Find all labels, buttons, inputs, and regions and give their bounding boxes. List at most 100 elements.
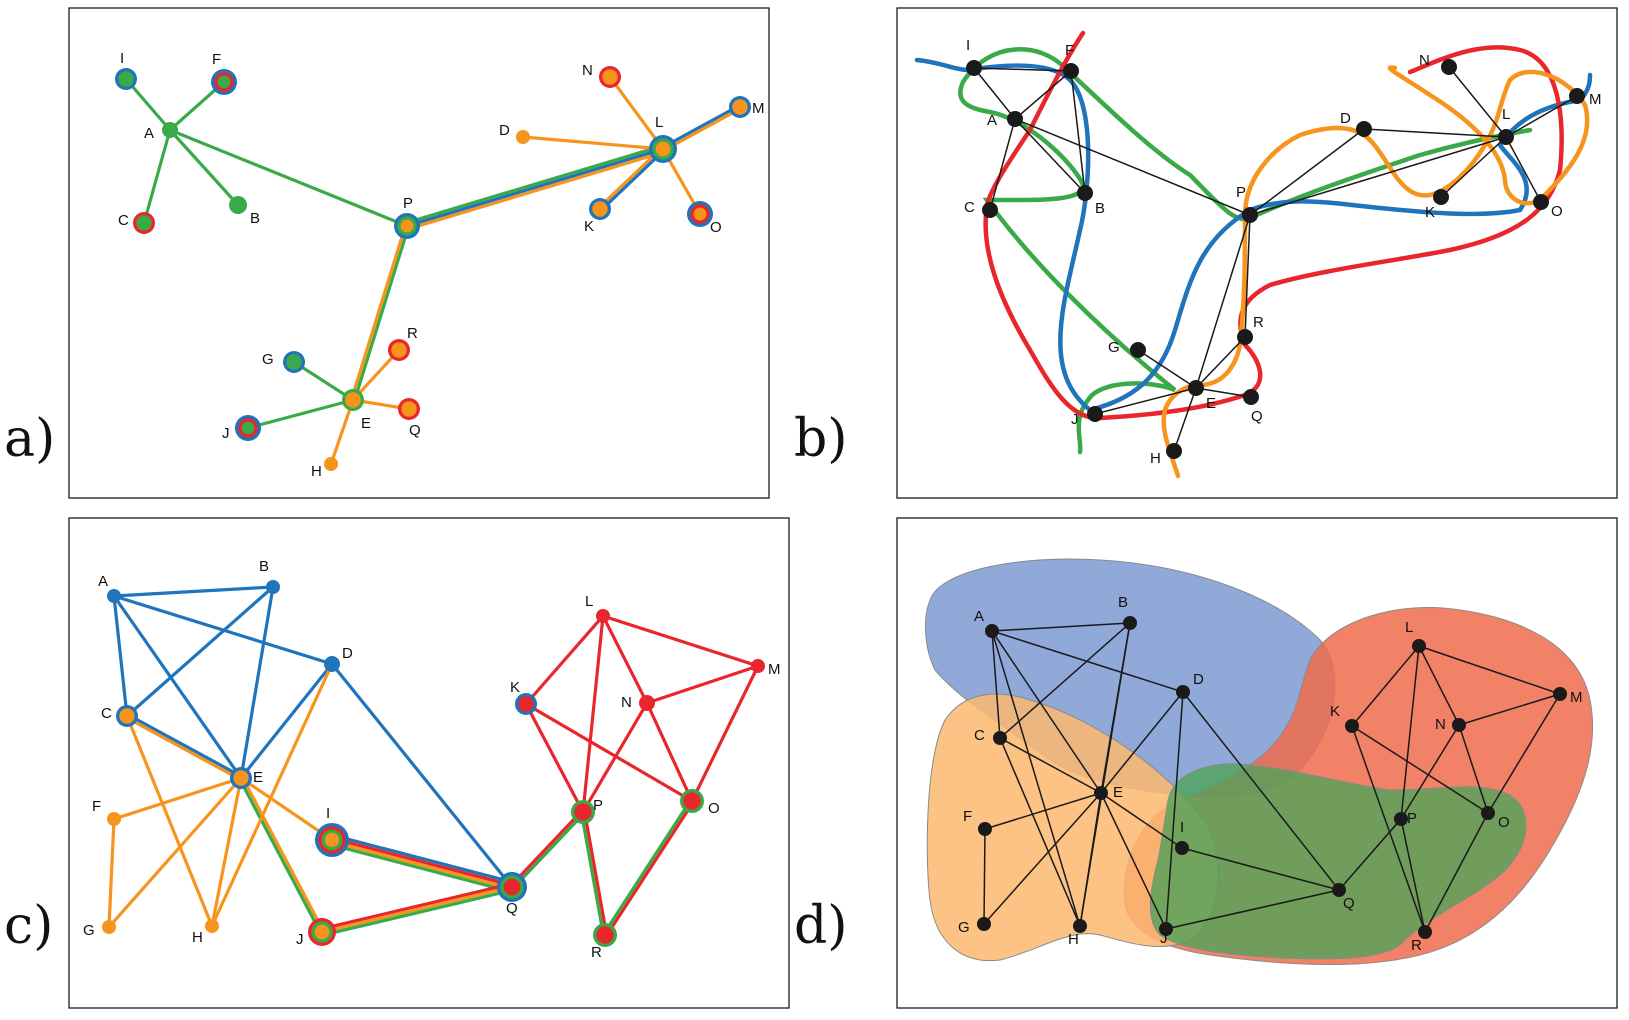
node-N: N [1419, 52, 1457, 75]
node-core [574, 803, 592, 821]
node-P: P [1394, 810, 1417, 827]
node-G: G [958, 917, 991, 936]
edge-L-K [1440, 136, 1507, 198]
node-dot [1553, 687, 1567, 701]
panel-c-nodes: A B D C E F G H I J Q L M K N P O R [83, 558, 781, 961]
region-orange [926, 693, 1219, 962]
node-label: M [752, 100, 765, 117]
node-core [345, 392, 361, 408]
panel-b-edges [973, 66, 1578, 452]
edge-P-N [1400, 724, 1460, 820]
node-E: E [342, 389, 371, 432]
node-label: J [1071, 411, 1079, 428]
node-core [162, 122, 178, 138]
node-dot [1394, 812, 1408, 826]
panel-c-edges [107, 585, 760, 938]
node-M: M [1569, 88, 1602, 108]
node-label: A [987, 112, 997, 129]
node-label: B [259, 558, 269, 575]
node-label: O [710, 219, 722, 236]
edge-M-O [690, 664, 760, 803]
node-O: O [680, 789, 720, 817]
edge-B-E [239, 585, 275, 780]
edge-F-B [1070, 70, 1086, 194]
node-R: R [591, 923, 617, 961]
node-dot [1243, 389, 1259, 405]
node-label: N [621, 694, 632, 711]
node-dot [982, 202, 998, 218]
edge-E-R [351, 348, 401, 402]
node-dot [1130, 342, 1146, 358]
node-L: L [649, 114, 677, 163]
edge-Q-P [509, 809, 584, 888]
node-dot [977, 917, 991, 931]
node-B: B [1077, 185, 1105, 217]
edge-A-E [112, 594, 243, 780]
edge-D-J [1165, 691, 1184, 930]
edge-P-E [352, 224, 411, 403]
edge-J-Q [1165, 889, 1340, 930]
edge-I-F [973, 67, 1072, 72]
edge-P-E [1195, 214, 1251, 389]
panel-a-edges [124, 75, 743, 466]
node-K: K [510, 679, 537, 715]
edge-E-H [1079, 792, 1102, 927]
node-J: J [222, 415, 261, 442]
node-dot [1166, 443, 1182, 459]
node-label: M [1570, 689, 1583, 706]
node-label: H [1068, 931, 1079, 948]
edge-P-L [406, 150, 666, 231]
edge-J-Q [321, 888, 515, 937]
node-core [751, 659, 765, 673]
node-label: G [262, 351, 274, 368]
edge-A-C [112, 594, 129, 718]
node-F: F [963, 808, 992, 836]
panel-a-frame [68, 7, 770, 499]
node-core [732, 99, 748, 115]
orange-curve [1161, 65, 1590, 479]
node-dot [993, 731, 1007, 745]
node-label: K [584, 218, 594, 235]
edge-L-N [601, 614, 649, 705]
node-H: H [192, 919, 219, 946]
edge-L-N [1418, 645, 1460, 726]
node-J: J [1159, 922, 1173, 947]
edge-N-O [1458, 724, 1489, 814]
node-dot [1176, 685, 1190, 699]
node-dot [1441, 59, 1457, 75]
node-core [233, 770, 249, 786]
edge-E-I [1100, 792, 1183, 849]
node-label: C [118, 212, 129, 229]
node-label: H [1150, 450, 1161, 467]
node-core [324, 832, 340, 848]
edge-K-O [524, 702, 694, 803]
node-core [119, 708, 135, 724]
node-Q: Q [1332, 883, 1355, 912]
node-N: N [621, 694, 655, 711]
node-label: R [591, 944, 602, 961]
node-F: F [211, 51, 237, 95]
edge-N-P [581, 701, 649, 814]
node-N: N [582, 62, 621, 88]
node-dot [985, 624, 999, 638]
node-D: D [1176, 671, 1204, 699]
node-dot [1433, 189, 1449, 205]
node-B: B [259, 558, 280, 594]
node-P: P [394, 195, 420, 239]
edge-L-K [524, 614, 605, 706]
edge-K-R [1351, 725, 1426, 933]
node-label: Q [1343, 895, 1355, 912]
node-core [602, 69, 618, 85]
edge-E-G [983, 792, 1102, 925]
node-label: J [1160, 930, 1168, 947]
node-dot [1159, 922, 1173, 936]
node-label: L [585, 593, 593, 610]
edge-A-B [1014, 118, 1086, 194]
panel-label-a: a) [4, 409, 56, 469]
edge-P-D [1249, 128, 1365, 216]
node-label: P [403, 195, 413, 212]
node-core [518, 696, 534, 712]
node-dot [1123, 616, 1137, 630]
edge-E-J [240, 775, 326, 933]
node-label: O [708, 800, 720, 817]
